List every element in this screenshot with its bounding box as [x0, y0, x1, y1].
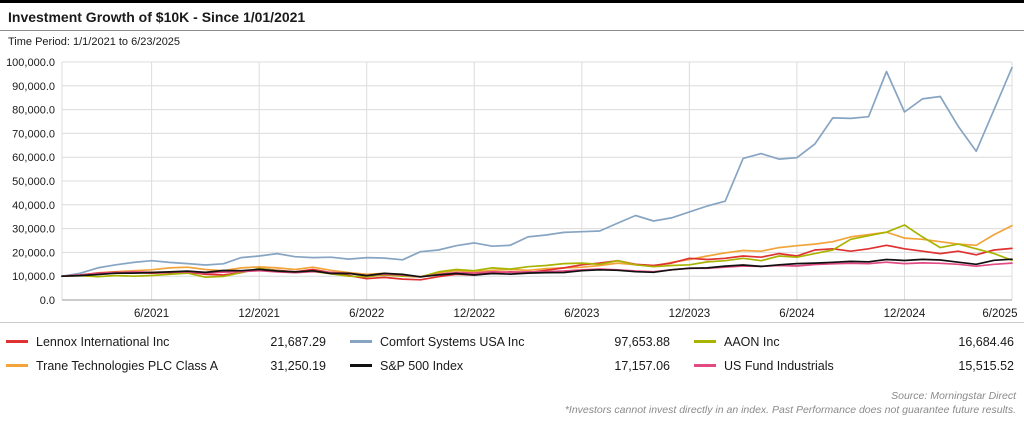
series-value: 17,157.06 — [614, 358, 670, 373]
x-tick-label: 6/2023 — [564, 308, 599, 320]
disclaimer-text: *Investors cannot invest directly in an … — [564, 404, 1016, 417]
x-tick-label: 6/2024 — [779, 308, 815, 320]
series-name: US Fund Industrials — [724, 358, 834, 373]
x-tick-label: 6/2022 — [349, 308, 384, 320]
x-tick-label: 6/2021 — [134, 308, 169, 320]
y-tick-label: 60,000.0 — [12, 152, 55, 164]
legend-item-us-fund-industrials: US Fund Industrials 15,515.52 — [694, 356, 1014, 375]
legend-item-trane: Trane Technologies PLC Class A 31,250.19 — [6, 356, 326, 375]
y-tick-label: 70,000.0 — [12, 128, 55, 140]
series-name: Comfort Systems USA Inc — [380, 334, 525, 349]
series-swatch-lennox — [6, 340, 28, 343]
title-bar: Investment Growth of $10K - Since 1/01/2… — [0, 3, 1024, 31]
legend-item-comfort-systems: Comfort Systems USA Inc 97,653.88 — [350, 332, 670, 351]
series-line-0 — [61, 244, 1013, 281]
y-tick-label: 90,000.0 — [12, 81, 55, 93]
x-tick-label: 12/2024 — [884, 308, 926, 320]
series-value: 15,515.52 — [958, 358, 1014, 373]
y-tick-label: 10,000.0 — [12, 271, 55, 283]
y-tick-label: 0.0 — [40, 295, 55, 307]
legend-item-lennox: Lennox International Inc 21,687.29 — [6, 332, 326, 351]
x-tick-label: 12/2023 — [669, 308, 711, 320]
series-swatch-comfort-systems — [350, 340, 372, 343]
chart-canvas: 6/2021 12/2021 6/2022 12/2022 6/2023 12/2023 6… — [6, 57, 1018, 320]
series-name: Trane Technologies PLC Class A — [36, 358, 219, 373]
series-line-3 — [61, 258, 1013, 278]
legend-item-sp500: S&P 500 Index 17,157.06 — [350, 356, 670, 375]
y-tick-label: 50,000.0 — [12, 176, 55, 188]
time-period-label: Time Period: 1/1/2021 to 6/23/2025 — [8, 36, 181, 48]
series-value: 16,684.46 — [958, 334, 1014, 349]
series-line-1 — [61, 224, 1013, 278]
series-value: 31,250.19 — [270, 358, 326, 373]
series-swatch-trane — [6, 364, 28, 367]
legend-item-aaon: AAON Inc 16,684.46 — [694, 332, 1014, 351]
page-title: Investment Growth of $10K - Since 1/01/2… — [8, 9, 306, 25]
series-name: AAON Inc — [724, 334, 780, 349]
y-tick-label: 40,000.0 — [12, 200, 55, 212]
growth-chart: 6/2021 12/2021 6/2022 12/2022 6/2023 12/2023 6… — [0, 50, 1024, 322]
series-line-2 — [61, 66, 1013, 278]
series-value: 21,687.29 — [270, 334, 326, 349]
series-line-5 — [61, 261, 1013, 278]
series-name: Lennox International Inc — [36, 334, 170, 349]
x-tick-label: 6/2025 — [982, 308, 1017, 320]
series-line-4 — [61, 224, 1013, 279]
series-swatch-us-fund-industrials — [694, 364, 716, 367]
y-tick-label: 20,000.0 — [12, 247, 55, 259]
source-note: Source: Morningstar Direct *Investors ca… — [0, 379, 1024, 417]
x-tick-label: 12/2021 — [238, 308, 280, 320]
x-tick-label: 12/2022 — [453, 308, 495, 320]
y-tick-label: 80,000.0 — [12, 105, 55, 117]
chart-legend: Lennox International Inc 21,687.29 Comfo… — [0, 322, 1024, 379]
series-swatch-sp500 — [350, 364, 372, 367]
series-name: S&P 500 Index — [380, 358, 464, 373]
y-tick-label: 30,000.0 — [12, 224, 55, 236]
series-swatch-aaon — [694, 340, 716, 343]
series-value: 97,653.88 — [614, 334, 670, 349]
source-text: Source: Morningstar Direct — [891, 390, 1016, 402]
y-tick-label: 100,000.0 — [6, 57, 55, 69]
